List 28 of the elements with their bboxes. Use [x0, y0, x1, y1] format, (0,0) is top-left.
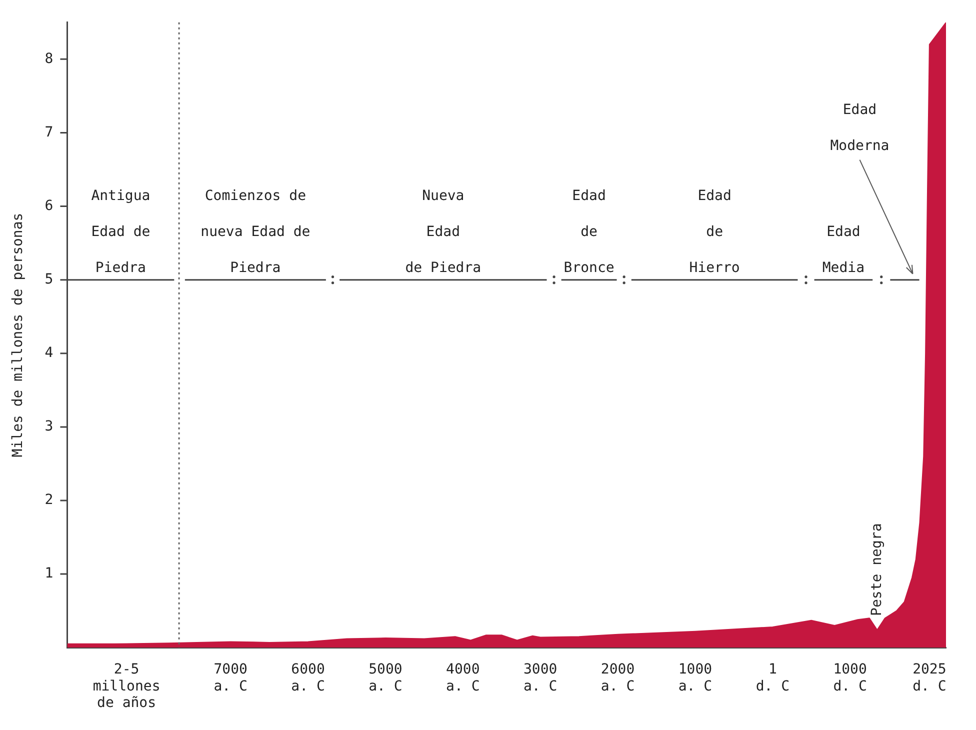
- text: Edad Moderna: [830, 102, 890, 154]
- y-axis-title: Miles de millones de personas: [10, 212, 26, 458]
- text: Antigua Edad de Piedra: [91, 188, 150, 276]
- x-tick-label: 2025 d. C: [912, 662, 946, 694]
- text: Edad de Hierro: [689, 188, 740, 276]
- text: Edad Media: [822, 224, 865, 276]
- x-tick-label: 1000 a. C: [678, 662, 712, 694]
- x-tick-label: 5000 a. C: [368, 662, 402, 694]
- y-tick-label: 1: [44, 566, 54, 582]
- x-tick-label: 1000 d. C: [833, 662, 867, 694]
- y-tick-label: 8: [44, 50, 54, 67]
- x-tick-label: 2000 a. C: [600, 662, 635, 694]
- x-tick-label: 7000 a. C: [214, 662, 248, 694]
- y-tick-label: 6: [44, 198, 54, 214]
- text: Comienzos de nueva Edad de Piedra: [200, 188, 310, 276]
- y-tick-label: 5: [44, 271, 54, 288]
- y-tick-label: 2: [44, 492, 54, 508]
- text: Edad de Bronce: [564, 188, 614, 276]
- annotation: Peste negra: [868, 523, 885, 616]
- x-tick-label: 4000 a. C: [446, 662, 480, 694]
- text: Nueva Edad de Piedra: [405, 188, 482, 276]
- x-tick-label: 6000 a. C: [291, 662, 325, 694]
- x-tick-label: 1 d. C: [756, 662, 790, 694]
- x-tick-label: 3000 a. C: [523, 662, 558, 694]
- x-tick-label: 2-5 millones de años: [92, 662, 160, 712]
- y-tick-label: 3: [44, 418, 54, 435]
- y-tick-label: 4: [44, 345, 54, 362]
- y-tick-label: 7: [44, 124, 54, 140]
